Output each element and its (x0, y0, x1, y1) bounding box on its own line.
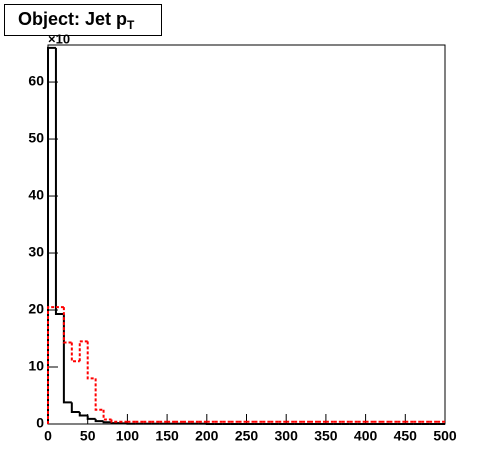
y-tick-label: 50 (28, 130, 44, 146)
x-tick-label: 200 (195, 428, 219, 444)
y-tick-label: 40 (28, 187, 44, 203)
plot-frame (47, 44, 446, 425)
histogram-bin (94, 418, 104, 423)
x-tick-label: 250 (235, 428, 259, 444)
histogram-bin (86, 415, 96, 420)
histogram-bin (47, 46, 56, 424)
histogram-bin (47, 306, 56, 424)
x-tick-label: 100 (116, 428, 140, 444)
histogram-bin (102, 421, 112, 424)
histogram-bin (70, 342, 80, 363)
histogram-bin (78, 340, 88, 362)
y-tick-label: 10 (28, 358, 44, 374)
title-subscript: T (127, 18, 135, 32)
title-main: Object: Jet p (18, 9, 127, 29)
y-tick-label: 0 (36, 415, 44, 431)
histogram-bin (62, 307, 72, 344)
histogram-bin (86, 341, 96, 380)
histogram-bin (78, 412, 88, 417)
histogram-bin (70, 402, 80, 414)
x-tick-label: 300 (275, 428, 299, 444)
x-tick-label: 0 (44, 428, 52, 444)
x-tick-label: 400 (354, 428, 378, 444)
x-tick-label: 450 (394, 428, 418, 444)
x-tick-label: 350 (314, 428, 338, 444)
chart-title: Object: Jet pT (18, 9, 135, 32)
y-tick-label: 60 (28, 73, 44, 89)
x-tick-label: 150 (155, 428, 179, 444)
y-tick-label: 30 (28, 244, 44, 260)
title-box (4, 4, 162, 36)
x-tick-label: 50 (80, 428, 96, 444)
y-tick-label: 20 (28, 301, 44, 317)
y-multiplier: ×10 (48, 31, 70, 46)
histogram-bin (110, 419, 120, 423)
histogram-bin (94, 378, 104, 411)
x-tick-label: 500 (433, 428, 457, 444)
histogram-bin (54, 47, 64, 316)
